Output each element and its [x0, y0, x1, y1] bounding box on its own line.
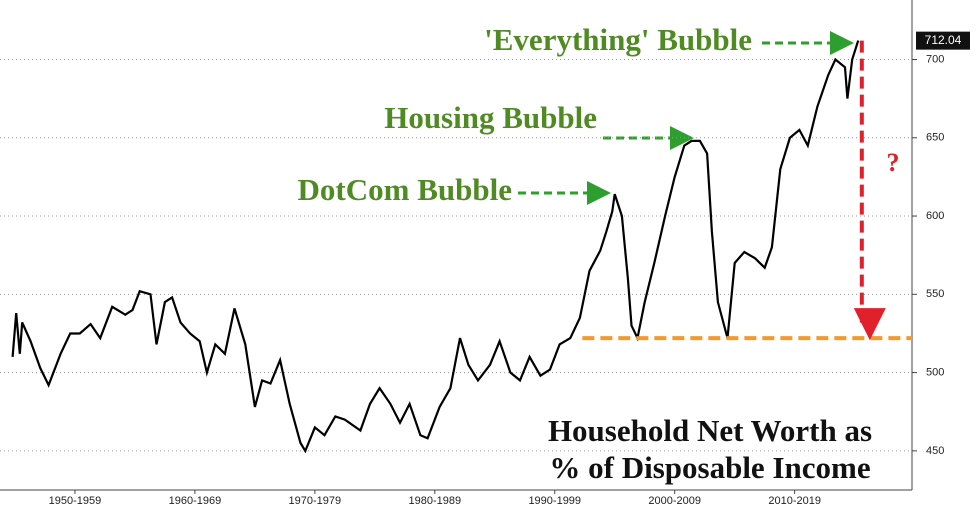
annotation: DotCom Bubble	[298, 172, 512, 207]
y-tick-label: 650	[926, 132, 944, 144]
x-tick-label: 1970-1979	[289, 495, 342, 507]
y-tick-label: 450	[926, 445, 944, 457]
annotation: 'Everything' Bubble	[484, 22, 752, 57]
last-value-label: 712.04	[925, 33, 962, 47]
x-tick-label: 1980-1989	[409, 495, 462, 507]
chart-title: % of Disposable Income	[549, 450, 870, 485]
annotation: Housing Bubble	[384, 100, 597, 135]
y-tick-label: 550	[926, 288, 944, 300]
y-tick-label: 600	[926, 210, 944, 222]
y-tick-label: 700	[926, 53, 944, 65]
x-tick-label: 1960-1969	[169, 495, 222, 507]
x-tick-label: 1990-1999	[528, 495, 581, 507]
line	[11, 40, 860, 454]
x-tick-label: 1950-1959	[49, 495, 102, 507]
x-tick-label: 2010-2019	[768, 495, 821, 507]
annotation: ?	[887, 148, 900, 177]
last-value-box	[916, 31, 970, 50]
x-tick-label: 2000-2009	[648, 495, 701, 507]
y-tick-label: 500	[926, 366, 944, 378]
chart-title: Household Net Worth as	[548, 413, 872, 448]
